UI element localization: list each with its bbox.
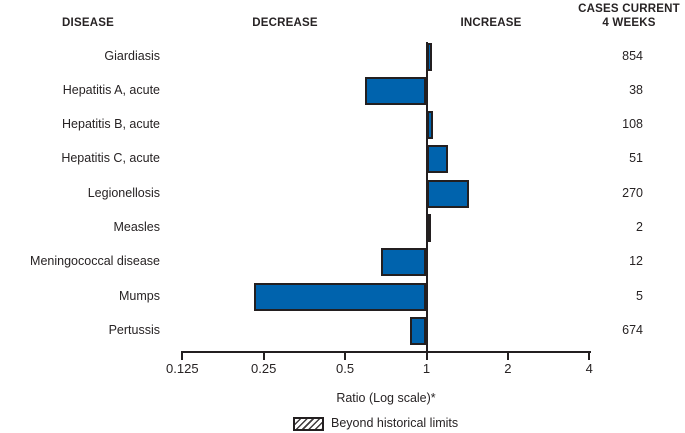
x-tick-mark bbox=[506, 351, 509, 360]
ratio-bar bbox=[426, 42, 433, 71]
x-tick-label: 0.25 bbox=[251, 361, 277, 376]
x-tick-mark bbox=[588, 351, 591, 360]
case-count: 674 bbox=[622, 322, 643, 337]
ratio-bar bbox=[253, 282, 427, 311]
case-count: 5 bbox=[636, 288, 643, 303]
case-count: 12 bbox=[629, 254, 643, 269]
x-axis-title: Ratio (Log scale)* bbox=[336, 391, 436, 405]
column-header-disease: DISEASE bbox=[62, 17, 114, 29]
ratio-bar bbox=[426, 111, 434, 140]
case-count: 854 bbox=[622, 48, 643, 63]
ratio-bar bbox=[426, 214, 432, 242]
x-tick-mark bbox=[262, 351, 265, 360]
ratio-bar bbox=[410, 316, 427, 345]
disease-label: Hepatitis A, acute bbox=[62, 82, 160, 97]
x-tick-label: 4 bbox=[585, 361, 593, 376]
case-count: 108 bbox=[622, 117, 643, 132]
disease-label: Hepatitis C, acute bbox=[61, 151, 160, 166]
ratio-bar bbox=[426, 179, 470, 208]
ratio-bar bbox=[364, 76, 427, 105]
legend-hatched-swatch bbox=[293, 417, 324, 431]
disease-label: Legionellosis bbox=[87, 185, 160, 200]
disease-label: Meningococcal disease bbox=[30, 254, 160, 269]
ratio-bar bbox=[426, 145, 448, 174]
x-tick-label: 1 bbox=[422, 361, 431, 376]
column-header-increase: INCREASE bbox=[460, 17, 522, 29]
column-header-decrease: DECREASE bbox=[252, 17, 318, 29]
case-count: 51 bbox=[629, 151, 643, 166]
case-count: 2 bbox=[636, 220, 643, 234]
disease-label: Giardiasis bbox=[104, 48, 160, 63]
x-tick-mark bbox=[181, 351, 184, 360]
column-header-cases-line1: CASES CURRENT bbox=[578, 3, 680, 15]
x-tick-label: 2 bbox=[504, 361, 512, 376]
ratio-bar bbox=[381, 248, 427, 277]
column-header-cases-line2: 4 WEEKS bbox=[602, 17, 656, 29]
disease-label: Hepatitis B, acute bbox=[62, 117, 160, 132]
disease-label: Measles bbox=[113, 220, 160, 234]
x-axis-line bbox=[181, 351, 591, 353]
legend-label: Beyond historical limits bbox=[331, 416, 459, 430]
case-count: 38 bbox=[629, 82, 643, 97]
x-tick-mark bbox=[344, 351, 347, 360]
case-count: 270 bbox=[622, 185, 643, 200]
disease-label: Pertussis bbox=[108, 322, 160, 337]
x-tick-label: 0.5 bbox=[336, 361, 355, 376]
x-tick-label: 0.125 bbox=[166, 361, 199, 376]
disease-label: Mumps bbox=[119, 288, 160, 303]
x-tick-mark bbox=[425, 351, 428, 360]
